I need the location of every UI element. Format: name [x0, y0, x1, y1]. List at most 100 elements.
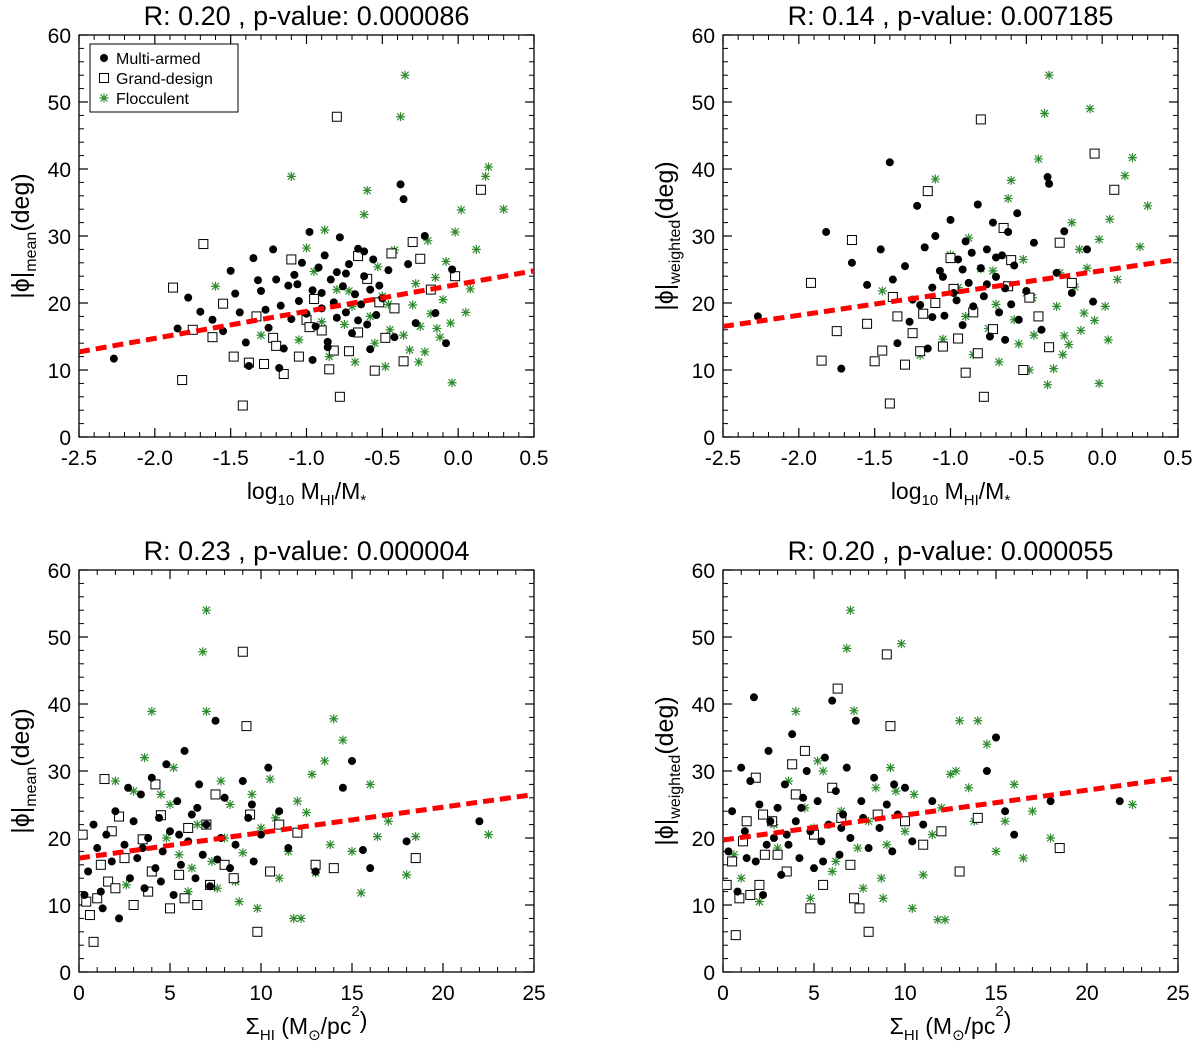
y-tick-label: 50: [692, 92, 715, 115]
flocculent-point: [1024, 365, 1034, 375]
multi-armed-point: [737, 763, 746, 772]
multi-armed-point: [847, 258, 856, 267]
y-tick-label: 20: [692, 828, 715, 851]
multi-armed-point: [109, 354, 118, 363]
axis-label-part: HI: [260, 1027, 275, 1042]
x-tick-label: 0: [73, 982, 85, 1005]
flocculent-point: [1006, 175, 1016, 185]
flocculent-point: [198, 647, 208, 657]
grand-design-point: [174, 869, 185, 880]
x-tick-label: -2.5: [61, 447, 97, 470]
flocculent-point: [918, 870, 928, 880]
flocculent-point: [900, 826, 910, 836]
multi-armed-point: [341, 269, 350, 278]
flocculent-point: [350, 357, 360, 367]
multi-armed-point: [335, 233, 344, 242]
flocculent-point: [402, 870, 412, 880]
flocculent-point: [1090, 315, 1100, 325]
grand-design-point: [259, 358, 270, 369]
flocculent-point: [201, 706, 211, 716]
flocculent-point: [940, 915, 950, 925]
chart-title: R: 0.20 , p-value: 0.000055: [788, 536, 1114, 566]
grand-design-point: [937, 341, 948, 352]
multi-armed-point: [284, 844, 293, 853]
multi-armed-point: [755, 800, 764, 809]
flocculent-point: [365, 311, 375, 321]
multi-armed-point: [257, 830, 265, 839]
axis-label-part: |ϕ|: [7, 807, 35, 834]
multi-armed-point: [238, 777, 247, 786]
multi-armed-point: [864, 844, 873, 853]
x-tick-label: -0.5: [1008, 447, 1044, 470]
axis-label-part: HI: [320, 492, 335, 509]
multi-armed-point: [846, 834, 855, 842]
multi-armed-point: [297, 258, 306, 267]
grand-design-point: [198, 239, 209, 250]
y-tick-label: 60: [692, 25, 715, 48]
multi-armed-point: [332, 313, 341, 322]
y-tick-label: 0: [59, 427, 71, 450]
multi-armed-point: [928, 313, 937, 322]
multi-armed-point: [136, 790, 145, 799]
x-tick-label: 0: [717, 982, 729, 1005]
x-tick-label: -0.5: [364, 447, 400, 470]
multi-armed-point: [835, 850, 844, 859]
chart-title: R: 0.20 , p-value: 0.000086: [144, 1, 470, 31]
multi-armed-point: [326, 275, 335, 284]
grand-design-point: [987, 324, 998, 335]
grand-design-point: [845, 859, 856, 870]
flocculent-point: [140, 753, 150, 763]
axis-label-part: mean: [23, 232, 40, 272]
flocculent-point: [325, 840, 335, 850]
grand-design-point: [846, 235, 857, 246]
flocculent-point: [853, 843, 863, 853]
flocculent-point: [907, 903, 917, 913]
flocculent-point: [252, 903, 262, 913]
multi-armed-point: [780, 780, 789, 789]
multi-armed-point: [184, 293, 193, 302]
multi-armed-point: [998, 251, 1007, 260]
multi-armed-point: [1010, 261, 1019, 270]
multi-armed-point: [231, 840, 240, 849]
multi-armed-point: [155, 813, 164, 822]
flocculent-point: [938, 334, 948, 344]
grand-design-point: [407, 237, 418, 248]
multi-armed-point: [766, 817, 775, 826]
axis-label-part: ): [360, 1007, 368, 1033]
multi-armed-point: [211, 716, 220, 725]
x-tick-label: 15: [984, 982, 1007, 1005]
multi-armed-point: [1045, 179, 1054, 188]
grand-design-point: [900, 816, 910, 827]
multi-armed-point: [173, 324, 182, 333]
flocculent-point: [265, 774, 275, 784]
flocculent-point: [842, 643, 852, 653]
multi-armed-point: [1013, 209, 1022, 218]
multi-armed-point: [411, 319, 420, 328]
flocculent-point: [1046, 833, 1056, 843]
axis-label-part: mean: [23, 767, 40, 807]
multi-armed-point: [1001, 335, 1010, 344]
multi-armed-point: [323, 343, 332, 352]
grand-design-point: [183, 822, 194, 833]
multi-armed-point: [762, 840, 771, 849]
multi-armed-point: [976, 264, 985, 273]
multi-armed-point: [351, 290, 360, 299]
flocculent-point: [289, 913, 299, 923]
multi-armed-point: [797, 803, 806, 812]
flocculent-point: [1094, 234, 1104, 244]
flocculent-point: [339, 319, 349, 329]
flocculent-point: [430, 273, 440, 283]
grand-design-point: [274, 819, 285, 830]
axis-label-part: ): [1004, 1007, 1012, 1033]
flocculent-point: [271, 813, 281, 823]
multi-armed-point: [863, 280, 872, 289]
axis-label-part: (deg): [651, 161, 679, 219]
y-tick-label: 10: [692, 360, 715, 383]
multi-armed-point: [988, 218, 997, 227]
flocculent-point: [362, 185, 372, 195]
grand-design-point: [168, 282, 179, 293]
multi-armed-point: [724, 847, 733, 856]
grand-design-point: [953, 333, 964, 344]
y-tick-label: 30: [692, 761, 715, 784]
